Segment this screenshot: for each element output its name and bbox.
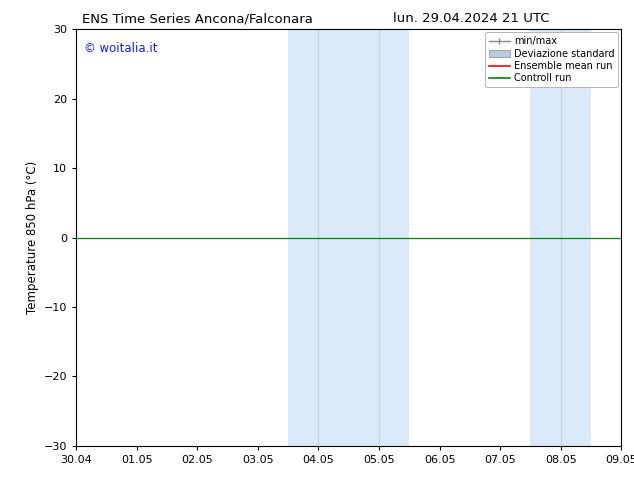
Legend: min/max, Deviazione standard, Ensemble mean run, Controll run: min/max, Deviazione standard, Ensemble m… [485, 32, 618, 87]
Text: lun. 29.04.2024 21 UTC: lun. 29.04.2024 21 UTC [393, 12, 550, 25]
Bar [349, 29, 410, 446]
Y-axis label: Temperature 850 hPa (°C): Temperature 850 hPa (°C) [27, 161, 39, 314]
Text: ENS Time Series Ancona/Falconara: ENS Time Series Ancona/Falconara [82, 12, 313, 25]
Bar [288, 29, 349, 446]
Text: © woitalia.it: © woitalia.it [84, 42, 158, 55]
Bar [531, 29, 591, 446]
